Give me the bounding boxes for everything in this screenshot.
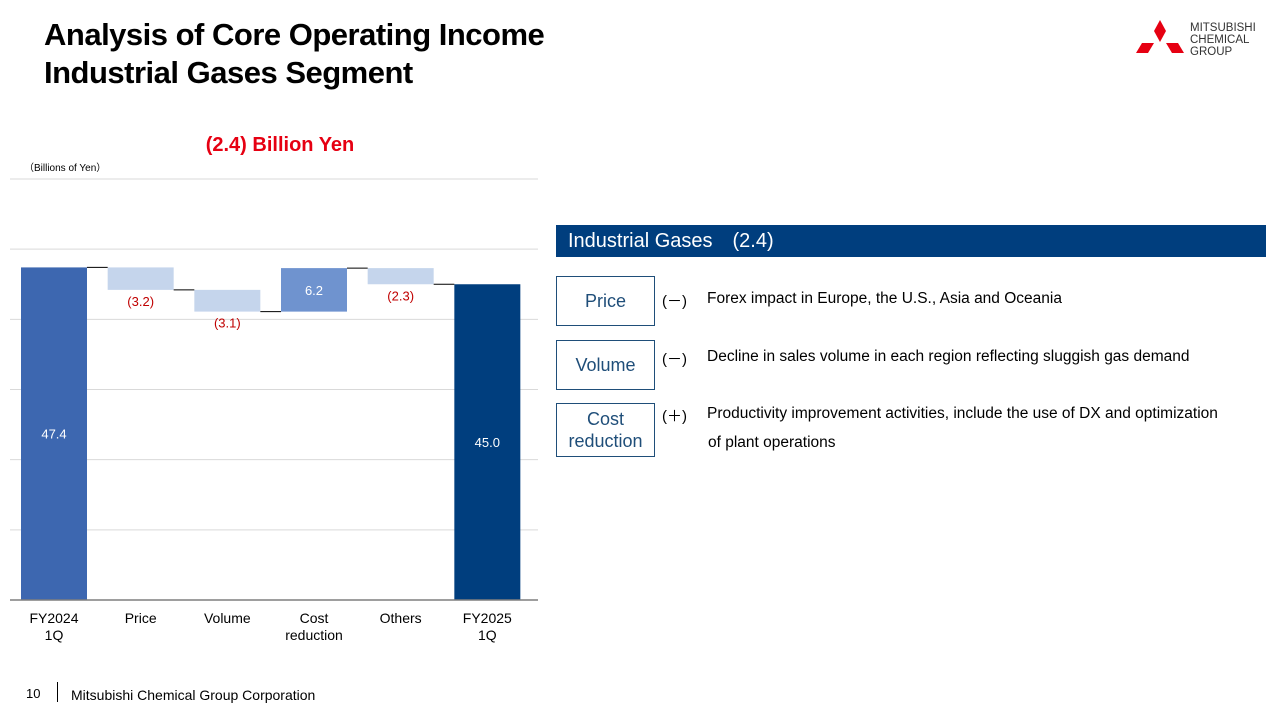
footer-company: Mitsubishi Chemical Group Corporation	[71, 687, 316, 703]
category-label: reduction	[285, 627, 343, 643]
units-label: （Billions of Yen）	[24, 163, 107, 174]
factor-volume-description-line: Decline in sales volume in each region r…	[707, 348, 1190, 365]
bar	[367, 268, 434, 285]
bar	[194, 289, 261, 312]
factor-price-sign: (－)	[662, 293, 687, 310]
logo-line1: MITSUBISHI	[1190, 22, 1256, 34]
bar	[21, 267, 87, 600]
factor-cost-reduction-sign: (＋)	[662, 408, 687, 425]
factor-volume-box: Volume	[556, 340, 655, 390]
three-diamonds-icon	[1136, 20, 1184, 53]
data-label: (3.2)	[127, 294, 154, 309]
gridlines	[10, 178, 538, 531]
category-label: Cost	[300, 610, 329, 626]
data-label: 6.2	[305, 283, 323, 298]
category-label: FY2025	[463, 610, 512, 626]
bar	[107, 267, 174, 290]
data-label: 45.0	[475, 435, 500, 450]
value-labels: 47.4 (3.2) (3.1) 6.2 (2.3) 45.0	[41, 283, 500, 450]
factor-cost-reduction-description-line1: Productivity improvement activities, inc…	[707, 405, 1218, 422]
data-label: (3.1)	[214, 316, 241, 331]
connectors	[87, 266, 455, 313]
bars	[21, 267, 521, 600]
category-label: Price	[125, 610, 157, 626]
bar	[454, 284, 521, 600]
bar	[281, 268, 347, 312]
factor-volume-description: Decline in sales volume in each region r…	[707, 342, 1190, 371]
logo-wordmark: MITSUBISHI CHEMICAL GROUP	[1190, 22, 1256, 58]
logo-line3: GROUP	[1190, 46, 1233, 58]
factor-price-description: Forex impact in Europe, the U.S., Asia a…	[707, 284, 1062, 313]
factor-cost-reduction-box: Cost reduction	[556, 403, 655, 457]
factor-price-description-line: Forex impact in Europe, the U.S., Asia a…	[707, 290, 1062, 307]
page-title-line1: Analysis of Core Operating Income	[44, 17, 545, 52]
segment-header: Industrial Gases (2.4)	[556, 225, 1266, 257]
factor-price-box: Price	[556, 276, 655, 326]
category-label: Others	[380, 610, 422, 626]
data-label: 47.4	[41, 427, 66, 442]
waterfall-chart: 47.4(3.2)(3.1)6.2 (2.3)45.0 FY20241QPrice…	[10, 178, 538, 643]
logo-line2: CHEMICAL	[1190, 34, 1250, 46]
page-title-line2: Industrial Gases Segment	[44, 55, 413, 90]
category-label: FY2024	[29, 610, 78, 626]
page-number: 10	[26, 686, 41, 701]
footer-divider	[57, 682, 58, 702]
factor-volume-sign: (－)	[662, 351, 687, 368]
page-title: Analysis of Core Operating Income Indust…	[44, 16, 545, 92]
category-label: 1Q	[45, 627, 64, 643]
chart-headline: (2.4) Billion Yen	[205, 134, 355, 156]
factor-cost-reduction-description: Productivity improvement activities, inc…	[707, 399, 1218, 457]
factor-cost-reduction-description-line2: of plant operations	[708, 434, 836, 451]
category-label: Volume	[204, 610, 251, 626]
data-label: (2.3)	[387, 288, 414, 303]
category-label: 1Q	[478, 627, 497, 643]
company-logo: MITSUBISHI CHEMICAL GROUP	[1136, 18, 1266, 64]
